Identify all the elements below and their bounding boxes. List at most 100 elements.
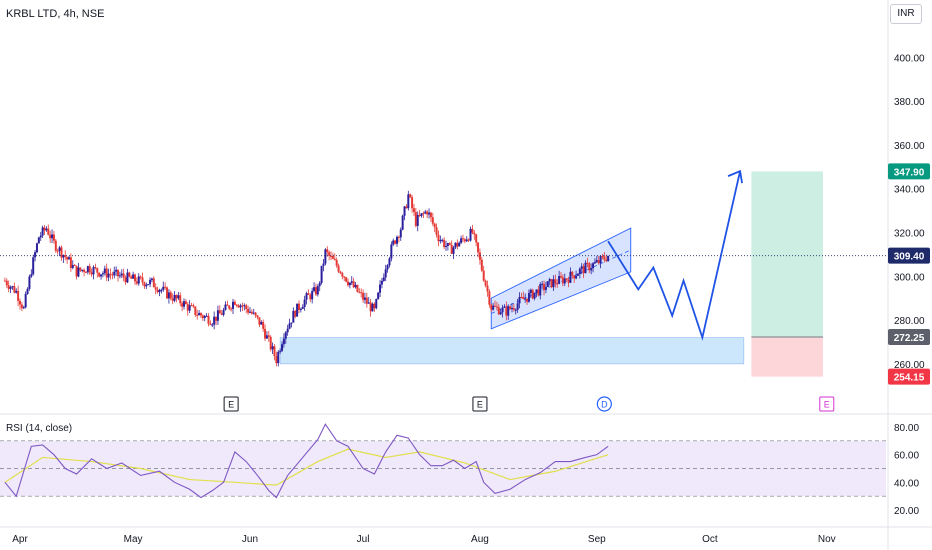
candle-body: [314, 287, 317, 295]
candle-body: [279, 350, 282, 352]
candle-body: [503, 306, 506, 308]
candle-body: [130, 276, 133, 279]
price-tick-label: 400.00: [894, 53, 925, 64]
candle-body: [47, 228, 50, 235]
candle-body: [301, 307, 304, 309]
rsi-tick-label: 60.00: [894, 451, 919, 462]
candle-body: [81, 269, 84, 271]
candle-body: [601, 256, 604, 258]
candle-body: [79, 267, 82, 271]
candle-body: [559, 276, 562, 278]
candle-body: [69, 257, 72, 268]
candle-body: [111, 274, 114, 276]
candle-body: [235, 304, 238, 306]
candle-body: [401, 215, 404, 230]
candle-body: [216, 310, 219, 321]
candle-body: [478, 252, 481, 260]
candle-body: [30, 274, 33, 277]
candle-body: [292, 310, 295, 323]
earnings-marker-label: E: [228, 400, 234, 410]
projection-arrowhead: [727, 169, 743, 184]
candle-body: [499, 312, 502, 315]
candle-body: [45, 228, 48, 231]
rsi-line: [4, 423, 609, 499]
candle-body: [96, 268, 99, 273]
candle-body: [539, 284, 542, 296]
candle-body: [369, 302, 372, 312]
candle-body: [213, 316, 216, 325]
candle-body: [51, 234, 54, 239]
candle-body: [544, 286, 547, 290]
support-zone: [279, 337, 745, 365]
time-tick-label: Jun: [242, 534, 258, 545]
candle-body: [77, 267, 80, 277]
candle-body: [420, 213, 423, 216]
candle-body: [399, 229, 402, 238]
rsi-indicator-title[interactable]: RSI (14, close): [6, 423, 73, 434]
candle-body: [107, 273, 110, 278]
candle-body: [158, 290, 161, 293]
candle-body: [448, 243, 451, 245]
candle-body: [41, 227, 44, 236]
candle-body: [258, 317, 261, 325]
price-tag-label: 309.40: [894, 252, 925, 263]
candle-body: [522, 296, 525, 300]
candle-body: [262, 321, 265, 329]
candle-body: [375, 299, 378, 309]
candle-body: [52, 234, 55, 241]
candle-body: [330, 255, 333, 257]
time-tick-label: Oct: [702, 534, 718, 545]
candle-body: [512, 308, 515, 310]
long-position-target-zone: [751, 171, 824, 338]
candle-body: [265, 335, 268, 339]
rsi-moving-average-line: [4, 448, 609, 486]
candle-body: [426, 211, 429, 215]
candle-body: [607, 255, 610, 261]
candle-body: [260, 321, 263, 325]
candle-body: [556, 283, 559, 285]
candle-body: [471, 228, 474, 233]
candle-body: [394, 240, 397, 244]
candle-body: [224, 304, 227, 310]
currency-button[interactable]: INR: [890, 4, 922, 24]
price-tag-label: 347.90: [894, 167, 925, 178]
candle-body: [365, 297, 368, 304]
candle-body: [294, 310, 297, 317]
dividend-marker-label: D: [601, 400, 608, 410]
candle-body: [192, 305, 195, 307]
candle-body: [337, 265, 340, 272]
candle-body: [407, 194, 410, 209]
candle-body: [237, 305, 240, 308]
candle-body: [501, 307, 504, 313]
candle-body: [15, 290, 18, 293]
candle-body: [322, 263, 325, 266]
candle-body: [360, 292, 363, 294]
candle-body: [166, 287, 169, 299]
candle-body: [9, 287, 12, 289]
candle-body: [441, 239, 444, 241]
candle-body: [196, 314, 199, 316]
candle-body: [94, 267, 97, 269]
candle-body: [209, 323, 212, 325]
candle-body: [73, 265, 76, 267]
candle-body: [467, 239, 470, 241]
candle-body: [181, 303, 184, 307]
candle-body: [43, 227, 46, 231]
candle-body: [117, 269, 120, 277]
candle-body: [34, 252, 37, 258]
candle-body: [169, 292, 172, 299]
candle-body: [205, 315, 208, 317]
candle-body: [341, 273, 344, 277]
candle-body: [445, 245, 448, 247]
candle-body: [194, 306, 197, 315]
price-tick-label: 360.00: [894, 141, 925, 152]
candle-body: [548, 279, 551, 282]
candle-body: [60, 247, 63, 258]
candle-body: [405, 206, 408, 209]
candle-body: [256, 315, 259, 318]
price-tag-label: 272.25: [894, 333, 925, 344]
candle-body: [388, 258, 391, 266]
candle-body: [477, 242, 480, 253]
candle-body: [384, 269, 387, 278]
